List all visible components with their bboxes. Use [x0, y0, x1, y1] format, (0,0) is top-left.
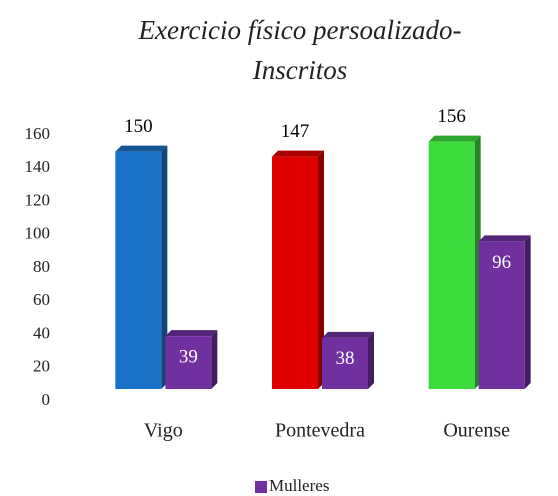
bar [165, 336, 212, 389]
x-tick-label: Ourense [443, 420, 510, 442]
bar-top [272, 150, 324, 157]
data-label: 38 [336, 348, 355, 369]
bar [272, 156, 318, 389]
bar-side [211, 330, 218, 389]
x-tick-label: Pontevedra [275, 420, 365, 442]
y-tick-label: 0 [42, 390, 51, 409]
data-label: 39 [179, 347, 198, 368]
y-tick-label: 20 [33, 357, 50, 376]
bar-top [165, 330, 218, 337]
bar-top [322, 331, 374, 338]
y-tick-label: 60 [33, 290, 50, 309]
bar [322, 337, 368, 389]
bar-side [524, 235, 531, 389]
legend-swatch [255, 481, 267, 493]
data-label: 150 [124, 116, 153, 137]
data-label: 96 [492, 252, 511, 273]
bar [478, 241, 525, 389]
bar [428, 141, 475, 389]
y-tick-label: 100 [25, 224, 51, 243]
bar-top [115, 145, 168, 152]
data-label: 147 [281, 121, 310, 142]
x-tick-label: Vigo [144, 420, 183, 442]
bar-top [428, 135, 481, 142]
y-tick-label: 160 [25, 124, 51, 143]
bar-side [318, 150, 324, 389]
bar-side [368, 331, 374, 389]
bar-side [161, 145, 168, 389]
legend-label: Mulleres [269, 476, 329, 495]
chart-title: Exercicio físico persoalizado- [138, 15, 462, 45]
bar [115, 151, 162, 389]
y-tick-label: 80 [33, 257, 50, 276]
chart-title: Inscritos [252, 55, 348, 85]
y-tick-label: 140 [25, 157, 51, 176]
data-label: 156 [437, 106, 466, 127]
y-tick-label: 120 [25, 190, 51, 209]
bar-top [478, 235, 531, 242]
y-tick-label: 40 [33, 323, 50, 342]
